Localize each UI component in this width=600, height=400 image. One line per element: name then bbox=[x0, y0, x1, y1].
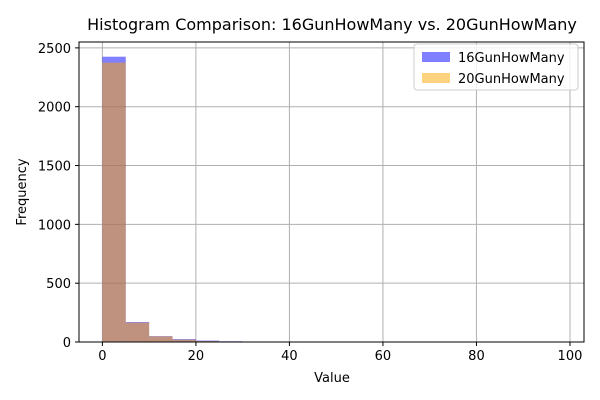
y-tick-label: 2500 bbox=[38, 42, 71, 57]
x-tick-label: 100 bbox=[558, 349, 583, 364]
legend-label-2: 20GunHowMany bbox=[458, 72, 565, 87]
bar-series-2-bin-3 bbox=[172, 339, 196, 342]
bar-series-2-bin-1 bbox=[125, 322, 150, 342]
legend-label-1: 16GunHowMany bbox=[458, 51, 565, 66]
plot-frame bbox=[78, 41, 585, 343]
x-tick-label: 0 bbox=[98, 349, 106, 364]
y-tick-label: 1500 bbox=[38, 160, 71, 175]
y-axis-ticks: 0 500 1000 1500 2000 2500 bbox=[38, 42, 79, 351]
bar-series-2-bin-2 bbox=[149, 336, 173, 342]
y-tick-label: 0 bbox=[63, 336, 71, 351]
x-tick-label: 40 bbox=[281, 349, 298, 364]
x-tick-label: 60 bbox=[375, 349, 392, 364]
x-axis-ticks: 0 20 40 60 80 100 bbox=[98, 342, 582, 364]
legend-swatch-2 bbox=[422, 73, 450, 83]
y-tick-label: 1000 bbox=[38, 218, 71, 233]
y-tick-label: 2000 bbox=[38, 101, 71, 116]
x-tick-label: 20 bbox=[188, 349, 205, 364]
bars bbox=[102, 56, 570, 343]
bar-series-2-bin-0 bbox=[102, 62, 126, 343]
y-tick-label: 500 bbox=[46, 277, 71, 292]
legend-swatch-1 bbox=[422, 52, 450, 62]
y-axis-label: Frequency bbox=[15, 158, 30, 225]
legend: 16GunHowMany 20GunHowMany bbox=[413, 43, 579, 91]
x-tick-label: 80 bbox=[468, 349, 485, 364]
legend-frame bbox=[413, 43, 579, 91]
x-axis-label: Value bbox=[314, 371, 350, 386]
chart-title: Histogram Comparison: 16GunHowMany vs. 2… bbox=[87, 15, 577, 34]
